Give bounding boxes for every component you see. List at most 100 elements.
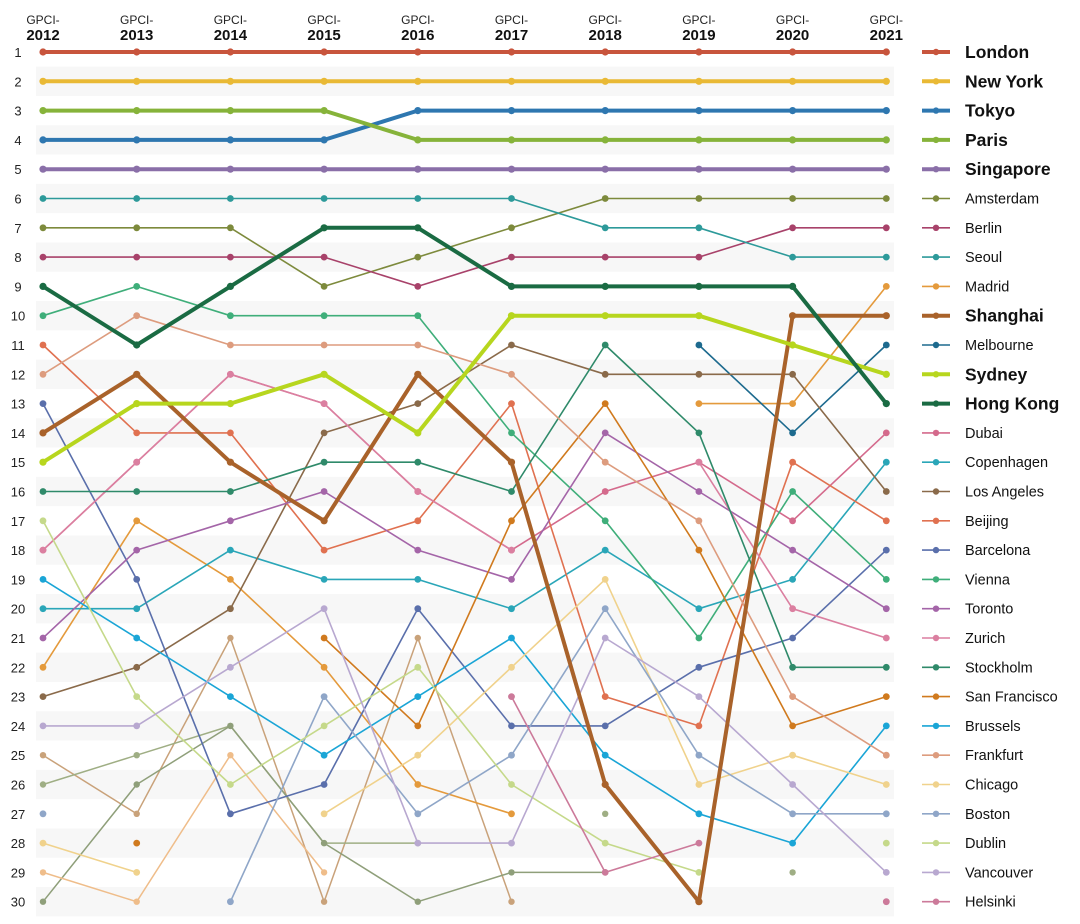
point-madrid-2015 — [320, 663, 328, 671]
legend-item-beijing: Beijing — [922, 514, 1009, 530]
legend-item-barcelona: Barcelona — [922, 543, 1031, 559]
point-copenhagen-2013 — [133, 605, 141, 613]
background-bands — [36, 66, 894, 917]
point-new-york-2012 — [39, 77, 47, 85]
point-frankfurt-2014 — [227, 341, 234, 349]
series-line-chicago — [42, 842, 138, 874]
x-tick-label: 2018 — [589, 27, 622, 44]
point-toronto-2012 — [39, 634, 47, 642]
legend-swatch-dot — [932, 429, 940, 437]
point-frankfurt-low-2014 — [227, 634, 234, 642]
point-vancouver-2012 — [39, 722, 47, 730]
point-amsterdam-low-2016 — [414, 898, 421, 905]
point-helsinki-2017 — [508, 693, 515, 700]
legend-swatch-dot — [932, 459, 940, 466]
x-tick-label: 2012 — [26, 27, 59, 44]
point-san-francisco-2015 — [320, 634, 328, 642]
point-dublin-2017 — [508, 781, 515, 788]
point-dublin-2018 — [601, 839, 609, 847]
series-new-york — [39, 77, 890, 85]
point-helsinki-2018 — [601, 869, 609, 876]
point-amsterdam-2013 — [133, 224, 141, 232]
legend-item-sydney: Sydney — [922, 364, 1028, 384]
point-chicago-2016 — [414, 751, 422, 759]
series-dublin — [39, 517, 890, 876]
point-amsterdam-2014 — [227, 224, 234, 232]
series-line-chicago-low — [42, 754, 325, 903]
point-san-francisco-2017 — [508, 517, 515, 525]
series-toronto — [39, 429, 890, 642]
point-new-york-2014 — [226, 77, 234, 85]
point-paris-2020 — [789, 136, 797, 144]
legend-swatch-dot — [932, 752, 940, 759]
point-stockholm-2018 — [601, 341, 609, 349]
point-frankfurt-2021 — [882, 751, 890, 759]
point-sydney-2014 — [226, 400, 234, 408]
point-barcelona-2019 — [695, 663, 703, 671]
point-san-francisco-2013 — [133, 839, 141, 847]
point-seoul-2013 — [133, 195, 141, 202]
point-singapore-2021 — [882, 165, 890, 173]
series-line-stockholm — [42, 344, 888, 669]
point-dublin-low-2020 — [789, 869, 796, 876]
legend-label: Hong Kong — [965, 394, 1059, 414]
series-line-beijing — [42, 344, 888, 727]
point-zurich-2016 — [414, 488, 422, 495]
point-beijing-2021 — [882, 517, 890, 525]
legend-swatch-dot — [932, 722, 940, 730]
legend-swatch-dot — [932, 517, 940, 524]
point-chicago-2021 — [882, 781, 890, 788]
x-tick-prefix: GPCI- — [682, 13, 715, 27]
point-seoul-2017 — [508, 195, 515, 202]
legend-label: Toronto — [965, 602, 1013, 618]
point-boston-2016 — [414, 810, 422, 818]
band-rank-30 — [36, 887, 894, 917]
point-sydney-2013 — [133, 400, 141, 408]
point-shanghai-2017 — [507, 458, 516, 466]
legend-item-singapore: Singapore — [922, 159, 1051, 179]
bold-series-lines — [39, 48, 890, 906]
legend-swatch-dot — [932, 283, 940, 290]
point-copenhagen-2020 — [789, 576, 796, 583]
y-tick-label: 18 — [11, 543, 25, 558]
point-dublin-2012 — [39, 517, 47, 525]
band-rank-18 — [36, 535, 894, 565]
point-london-2013 — [133, 48, 141, 56]
point-shanghai-2013 — [133, 370, 141, 378]
point-brussels-2012 — [39, 576, 47, 583]
point-sydney-2019 — [695, 312, 703, 320]
point-frankfurt-low-2012 — [39, 752, 47, 759]
y-tick-label: 14 — [11, 426, 25, 441]
point-toronto-2021 — [882, 605, 890, 613]
legend-item-madrid: Madrid — [922, 279, 1009, 295]
y-tick-label: 21 — [11, 631, 25, 646]
point-dublin-2015 — [320, 722, 328, 730]
series-paris — [39, 107, 890, 144]
point-tokyo-2012 — [39, 136, 47, 144]
point-vienna-2013 — [133, 283, 141, 290]
point-paris-2021 — [882, 136, 890, 144]
point-amsterdam-2021 — [882, 195, 890, 202]
point-barcelona-2018 — [601, 722, 609, 730]
legend-item-frankfurt: Frankfurt — [922, 748, 1023, 764]
point-vienna-2017 — [508, 429, 515, 437]
legend-item-berlin: Berlin — [922, 221, 1002, 237]
legend-label: Paris — [965, 130, 1008, 150]
point-seoul-2018 — [601, 224, 609, 232]
point-singapore-2019 — [695, 165, 703, 173]
point-london-2015 — [320, 48, 328, 56]
point-vienna-2015 — [320, 312, 328, 320]
point-shanghai-2016 — [414, 370, 422, 378]
point-seoul-2021 — [882, 253, 890, 261]
legend-label: Zurich — [965, 631, 1005, 647]
legend-item-melbourne: Melbourne — [922, 338, 1034, 354]
point-singapore-2013 — [133, 165, 141, 173]
legend-label: Chicago — [965, 778, 1018, 794]
x-tick-label: 2017 — [495, 27, 528, 44]
point-singapore-2018 — [601, 165, 609, 173]
legend-item-vancouver: Vancouver — [922, 865, 1033, 881]
legend-label: San Francisco — [965, 690, 1058, 706]
point-boston-2019 — [695, 751, 703, 759]
legend-item-zurich: Zurich — [922, 631, 1005, 647]
legend-label: Madrid — [965, 279, 1009, 295]
